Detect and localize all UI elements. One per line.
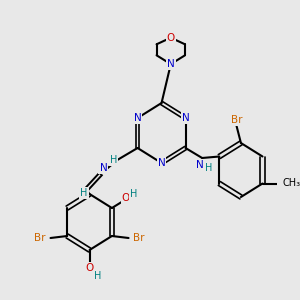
- Text: N: N: [196, 160, 204, 170]
- Text: Br: Br: [34, 233, 46, 243]
- Text: H: H: [205, 163, 212, 173]
- Text: O: O: [122, 193, 130, 203]
- Text: CH₃: CH₃: [283, 178, 300, 188]
- Text: H: H: [94, 271, 101, 281]
- Text: Br: Br: [231, 115, 242, 125]
- Text: H: H: [80, 188, 88, 198]
- Text: N: N: [158, 158, 165, 168]
- Text: N: N: [167, 59, 175, 69]
- Text: N: N: [182, 113, 189, 123]
- Text: Br: Br: [133, 233, 145, 243]
- Text: O: O: [85, 263, 94, 273]
- Text: H: H: [130, 189, 138, 199]
- Text: O: O: [167, 33, 175, 43]
- Text: H: H: [110, 155, 117, 165]
- Text: N: N: [100, 163, 107, 173]
- Text: N: N: [134, 113, 141, 123]
